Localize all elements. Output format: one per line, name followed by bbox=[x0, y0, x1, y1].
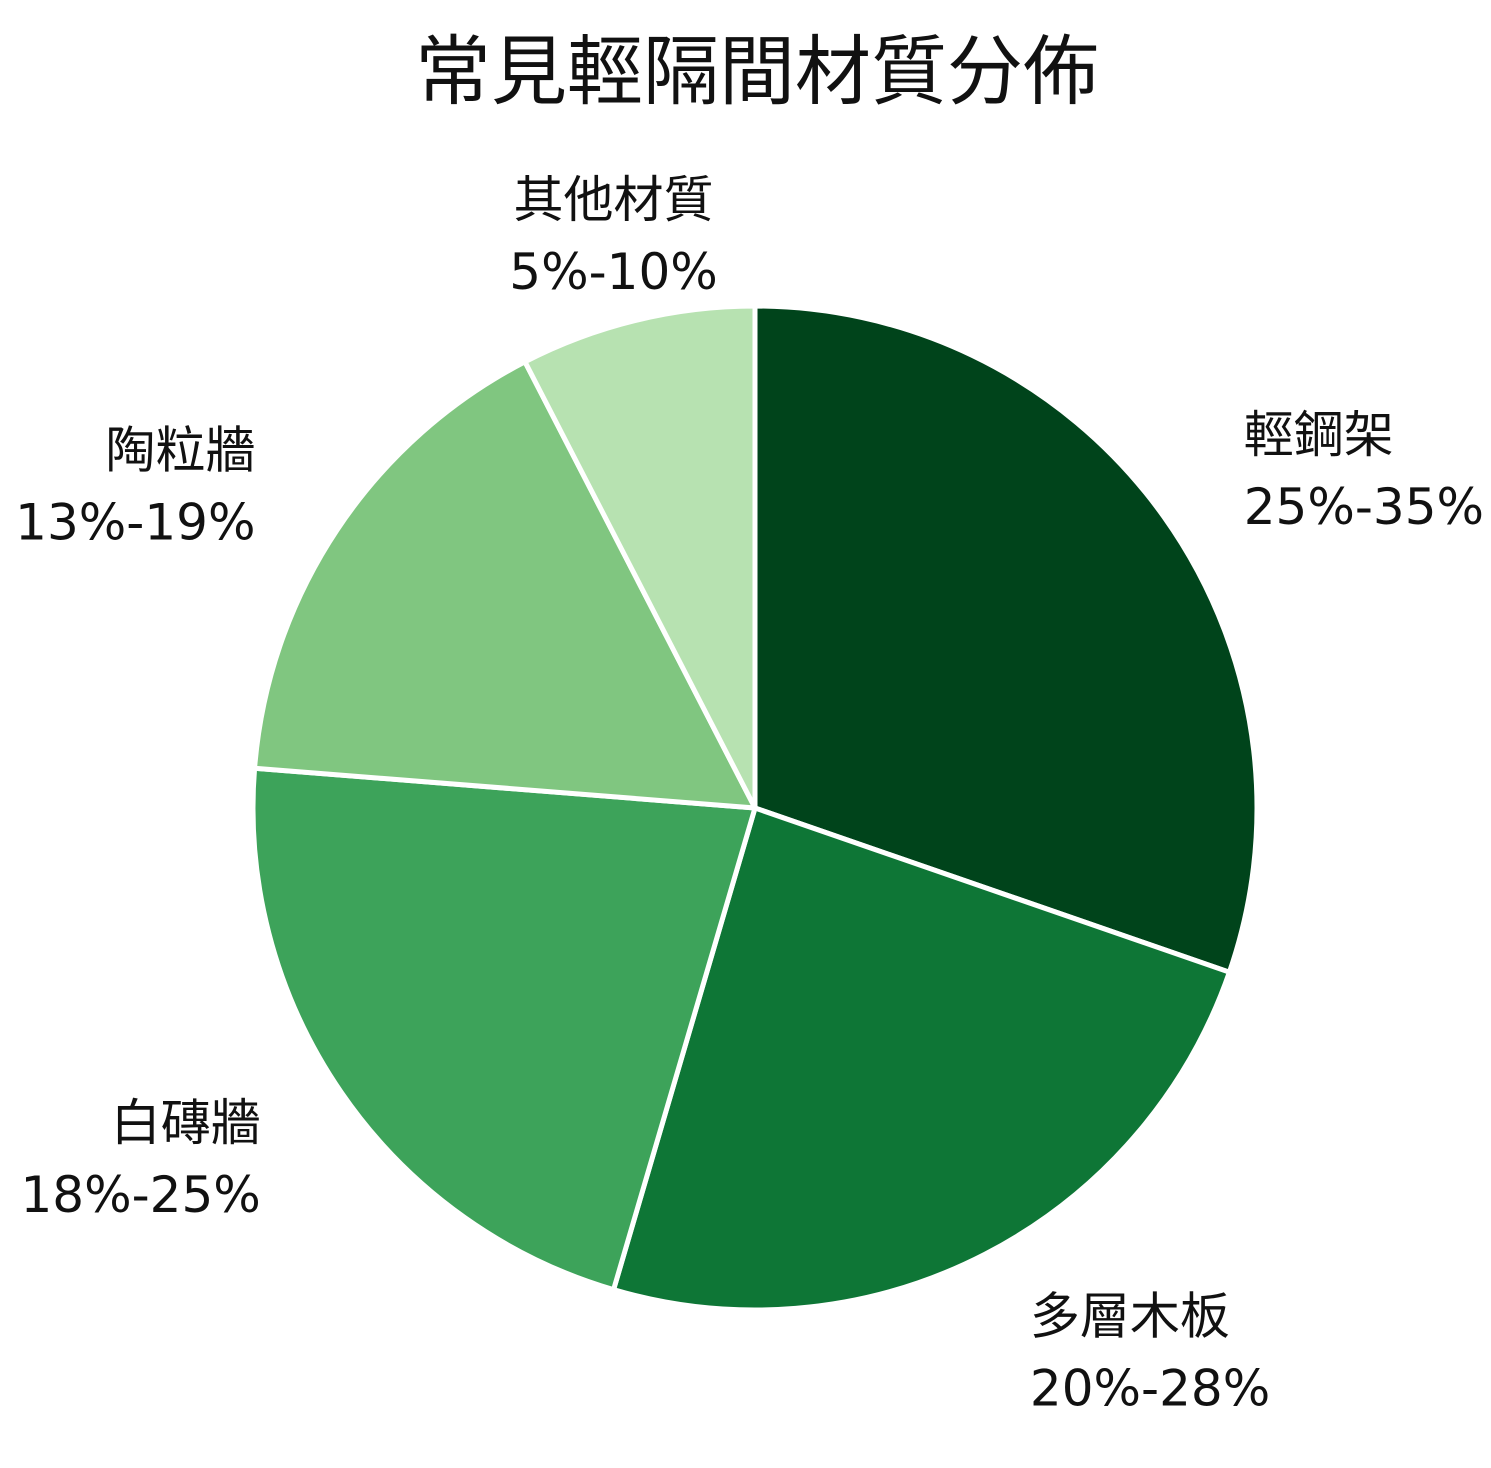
pie-slice-4 bbox=[252, 359, 758, 811]
pie-slices bbox=[250, 303, 1260, 1313]
pie-slice-3 bbox=[250, 765, 758, 1293]
slice-label-1: 輕鋼架 bbox=[1244, 406, 1394, 464]
slice-range-label-3: 18%-25% bbox=[20, 1166, 260, 1224]
slice-range-label-2: 20%-28% bbox=[1030, 1359, 1270, 1417]
slice-label-2: 多層木板 bbox=[1030, 1287, 1230, 1345]
slice-label-5: 其他材質 bbox=[514, 171, 714, 229]
pie-slice-5 bbox=[522, 303, 758, 811]
pie-labels: 輕鋼架 25%-35% 多層木板 20%-28% 白磚牆 18%-25% 陶粒牆 13%-19… bbox=[15, 171, 1484, 1417]
chart-title: 常見輕隔間材質分佈 bbox=[415, 27, 1099, 116]
slice-label-3: 白磚牆 bbox=[111, 1094, 261, 1152]
slice-range-label-5: 5%-10% bbox=[509, 243, 718, 301]
slice-range-label-1: 25%-35% bbox=[1244, 478, 1484, 536]
slice-label-4: 陶粒牆 bbox=[105, 422, 255, 480]
pie-slice-2 bbox=[611, 805, 1232, 1313]
slice-range-label-4: 13%-19% bbox=[15, 494, 255, 552]
pie-slice-1 bbox=[752, 303, 1260, 975]
